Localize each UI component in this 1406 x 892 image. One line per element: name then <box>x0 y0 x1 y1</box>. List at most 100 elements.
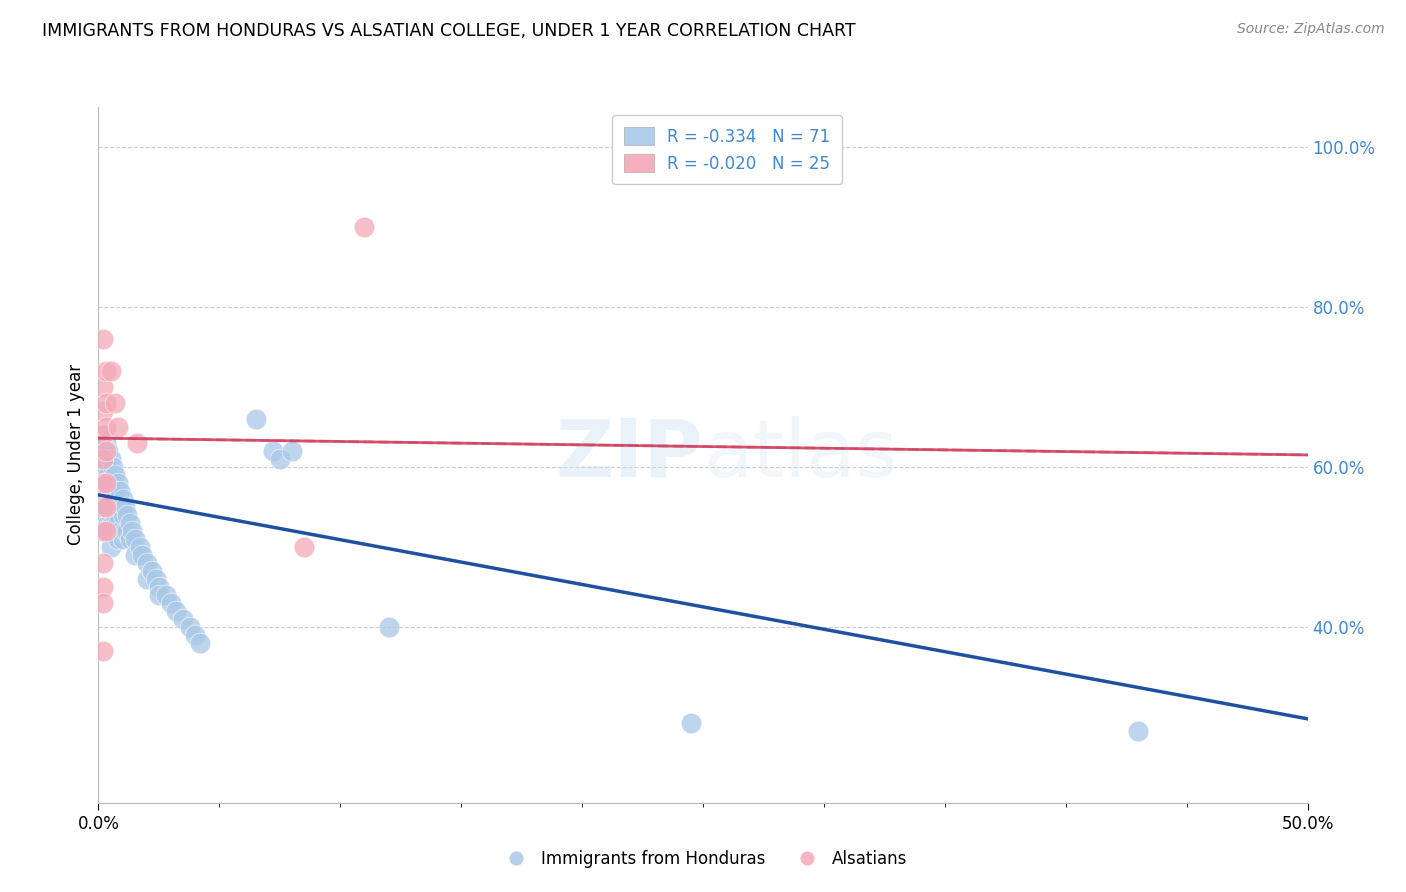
Point <box>281 444 304 458</box>
Point <box>107 532 129 546</box>
Point <box>91 596 114 610</box>
Point <box>91 428 114 442</box>
Point <box>101 500 124 514</box>
Point <box>292 540 315 554</box>
Point <box>104 396 127 410</box>
Point <box>94 500 117 514</box>
Point <box>101 459 124 474</box>
Point <box>165 604 187 618</box>
Point <box>104 524 127 538</box>
Point <box>114 500 136 514</box>
Point <box>124 548 146 562</box>
Point <box>141 564 163 578</box>
Point <box>107 516 129 530</box>
Point <box>94 396 117 410</box>
Point <box>114 524 136 538</box>
Point <box>155 588 177 602</box>
Point <box>104 508 127 522</box>
Point <box>91 451 114 466</box>
Point <box>97 500 120 514</box>
Point <box>91 524 114 538</box>
Point <box>107 475 129 490</box>
Point <box>118 532 141 546</box>
Point <box>91 428 114 442</box>
Point <box>100 364 122 378</box>
Point <box>100 540 122 554</box>
Point <box>107 420 129 434</box>
Text: IMMIGRANTS FROM HONDURAS VS ALSATIAN COLLEGE, UNDER 1 YEAR CORRELATION CHART: IMMIGRANTS FROM HONDURAS VS ALSATIAN COL… <box>42 22 856 40</box>
Point <box>1128 723 1150 738</box>
Point <box>100 491 122 506</box>
Point <box>97 467 120 482</box>
Point <box>94 364 117 378</box>
Point <box>91 451 114 466</box>
Point <box>91 524 114 538</box>
Point <box>117 524 139 538</box>
Y-axis label: College, Under 1 year: College, Under 1 year <box>66 364 84 546</box>
Point <box>94 420 117 434</box>
Point <box>184 628 207 642</box>
Point <box>94 508 117 522</box>
Legend: R = -0.334   N = 71, R = -0.020   N = 25: R = -0.334 N = 71, R = -0.020 N = 25 <box>612 115 842 185</box>
Point <box>160 596 183 610</box>
Point <box>94 524 117 538</box>
Point <box>91 475 114 490</box>
Text: atlas: atlas <box>703 416 897 494</box>
Point <box>107 500 129 514</box>
Point <box>91 508 114 522</box>
Point <box>172 612 194 626</box>
Point <box>94 475 117 490</box>
Point <box>111 532 134 546</box>
Point <box>148 580 170 594</box>
Point <box>97 516 120 530</box>
Point <box>104 467 127 482</box>
Point <box>100 508 122 522</box>
Point <box>377 620 399 634</box>
Point <box>101 483 124 498</box>
Point <box>100 524 122 538</box>
Point <box>91 380 114 394</box>
Point <box>91 475 114 490</box>
Point <box>108 483 131 498</box>
Point <box>148 588 170 602</box>
Point <box>135 556 157 570</box>
Point <box>94 491 117 506</box>
Point <box>91 556 114 570</box>
Text: Source: ZipAtlas.com: Source: ZipAtlas.com <box>1237 22 1385 37</box>
Point <box>145 572 167 586</box>
Point <box>262 444 284 458</box>
Point <box>108 500 131 514</box>
Point <box>108 524 131 538</box>
Point <box>91 644 114 658</box>
Point <box>245 412 267 426</box>
Point <box>94 459 117 474</box>
Legend: Immigrants from Honduras, Alsatians: Immigrants from Honduras, Alsatians <box>492 844 914 875</box>
Point <box>117 508 139 522</box>
Point <box>100 475 122 490</box>
Point <box>104 491 127 506</box>
Point <box>135 572 157 586</box>
Point <box>91 332 114 346</box>
Point <box>101 516 124 530</box>
Point <box>127 436 149 450</box>
Point <box>128 540 150 554</box>
Point <box>179 620 201 634</box>
Point <box>91 404 114 418</box>
Point <box>97 483 120 498</box>
Point <box>679 715 702 730</box>
Point <box>91 580 114 594</box>
Text: ZIP: ZIP <box>555 416 703 494</box>
Point <box>269 451 291 466</box>
Point <box>111 491 134 506</box>
Point <box>188 636 211 650</box>
Point <box>94 436 117 450</box>
Point <box>97 444 120 458</box>
Point <box>118 516 141 530</box>
Point <box>100 451 122 466</box>
Point <box>353 219 375 234</box>
Point <box>124 532 146 546</box>
Point <box>121 524 143 538</box>
Point <box>91 500 114 514</box>
Point <box>131 548 153 562</box>
Point <box>94 444 117 458</box>
